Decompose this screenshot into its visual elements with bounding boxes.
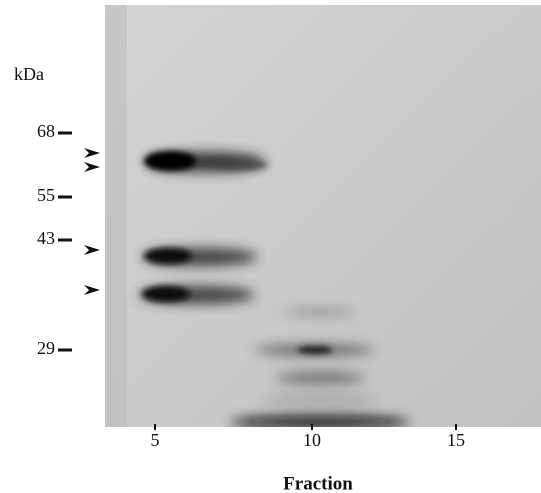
fraction-label: 5 bbox=[151, 430, 160, 450]
margin bbox=[105, 427, 541, 493]
fraction-label: 10 bbox=[303, 430, 321, 450]
marker-tick bbox=[58, 131, 72, 135]
marker-label: 43 bbox=[37, 228, 55, 248]
marker-tick bbox=[58, 348, 72, 352]
marker-label: 68 bbox=[37, 121, 55, 141]
marker-label: 29 bbox=[37, 338, 55, 358]
gel-edge bbox=[105, 5, 127, 427]
unit-label: kDa bbox=[14, 64, 44, 84]
arrowheads bbox=[84, 148, 100, 295]
fraction-axis: 5 10 15 bbox=[151, 424, 465, 450]
gel bbox=[105, 5, 541, 427]
marker-ladder: 68 55 43 29 bbox=[37, 121, 72, 358]
marker-tick bbox=[58, 195, 72, 199]
fraction-label: 15 bbox=[447, 430, 465, 450]
marker-tick bbox=[58, 238, 72, 242]
band-group bbox=[139, 151, 410, 428]
marker-label: 55 bbox=[37, 185, 55, 205]
axis-title: Fraction bbox=[283, 473, 353, 493]
